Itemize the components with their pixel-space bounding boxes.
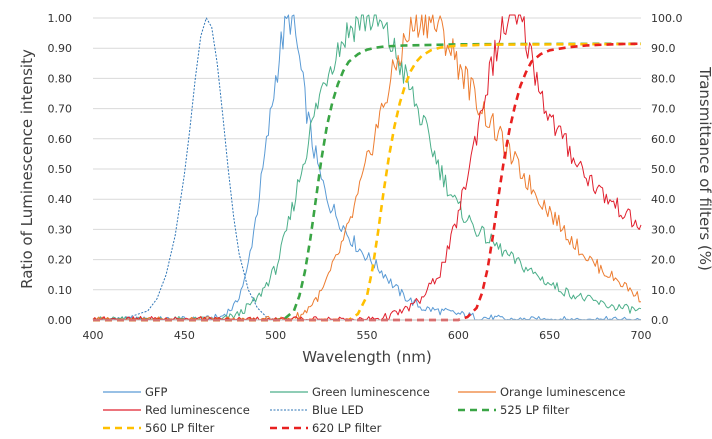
x-tick-label: 700: [631, 329, 652, 342]
y-tick-label: 0.70: [48, 103, 73, 116]
y-axis-ticks: 0.00 0.10 0.20 0.30 0.40 0.50 0.60 0.70 0.80 0.90…: [48, 12, 73, 327]
x-axis-ticks: 400 450 500 550 600 650 700: [83, 329, 652, 342]
y-tick-label: 0.90: [48, 42, 73, 55]
series-line: [92, 14, 642, 321]
grid-lines: [93, 17, 641, 291]
series-line: [93, 42, 642, 322]
legend-label: 560 LP filter: [145, 421, 215, 435]
y2-tick-label: 80.0: [651, 72, 676, 85]
x-tick-label: 550: [357, 329, 378, 342]
y2-tick-label: 30.0: [651, 223, 676, 236]
y2-tick-label: 50.0: [651, 163, 676, 176]
x-tick-label: 650: [539, 329, 560, 342]
y-tick-label: 0.60: [48, 133, 73, 146]
y2-axis-ticks: 0.0 10.0 20.0 30.0 40.0 50.0 60.0 70.0 80.0 90.0 1…: [651, 12, 683, 327]
y-tick-label: 0.80: [48, 72, 73, 85]
y2-tick-label: 60.0: [651, 133, 676, 146]
series-line: [92, 17, 276, 321]
y2-tick-label: 70.0: [651, 103, 676, 116]
y2-axis-title: Transmittance of filters (%): [696, 66, 712, 271]
y-tick-label: 0.40: [48, 193, 73, 206]
y-axis-title: Ratio of Luminescence intensity: [18, 49, 36, 289]
legend-label: 620 LP filter: [312, 421, 382, 435]
y2-tick-label: 40.0: [651, 193, 676, 206]
legend-label: Orange luminescence: [500, 385, 625, 399]
y-tick-label: 0.20: [48, 254, 73, 267]
legend-label: Red luminescence: [145, 403, 250, 417]
y-tick-label: 1.00: [48, 12, 73, 25]
y2-tick-label: 90.0: [651, 42, 676, 55]
y-tick-label: 0.10: [48, 284, 73, 297]
y2-tick-label: 20.0: [651, 254, 676, 267]
legend-label: 525 LP filter: [500, 403, 570, 417]
series-line: [92, 14, 642, 321]
x-tick-label: 500: [265, 329, 286, 342]
y-tick-label: 0.00: [48, 314, 73, 327]
series-line: [93, 42, 642, 322]
x-axis-title: Wavelength (nm): [302, 348, 432, 366]
series-line: [93, 42, 642, 322]
series-layer: [92, 14, 642, 322]
series-line: [92, 14, 642, 321]
y2-tick-label: 0.0: [651, 314, 669, 327]
legend: GFP Green luminescence Orange luminescence…: [103, 385, 625, 435]
x-tick-label: 600: [448, 329, 469, 342]
legend-label: Green luminescence: [312, 385, 430, 399]
y-tick-label: 0.30: [48, 223, 73, 236]
y-tick-label: 0.50: [48, 163, 73, 176]
series-line: [92, 14, 642, 321]
x-tick-label: 400: [83, 329, 104, 342]
x-tick-label: 450: [174, 329, 195, 342]
legend-label: Blue LED: [312, 403, 364, 417]
y2-tick-label: 100.0: [651, 12, 683, 25]
legend-label: GFP: [145, 385, 168, 399]
y2-tick-label: 10.0: [651, 284, 676, 297]
